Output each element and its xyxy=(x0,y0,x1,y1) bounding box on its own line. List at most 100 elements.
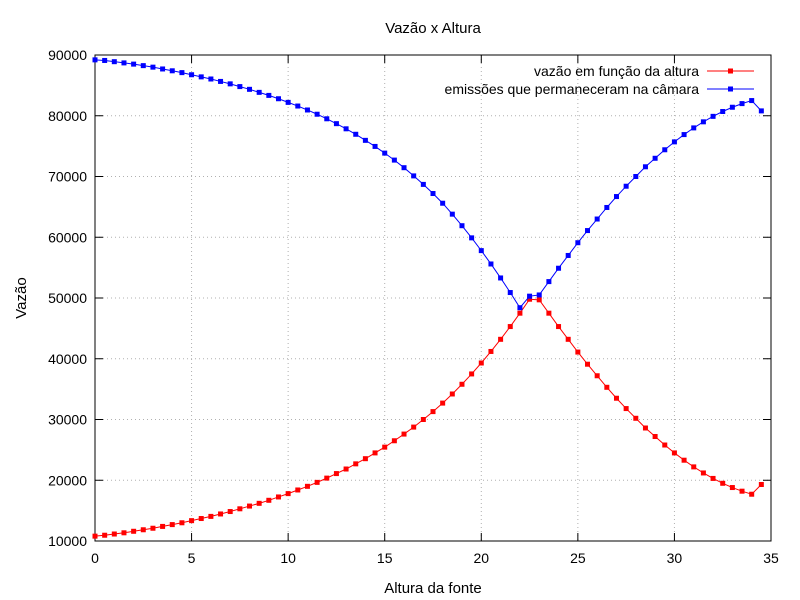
data-point xyxy=(314,479,320,485)
data-point xyxy=(411,424,417,430)
data-point xyxy=(324,116,330,122)
data-point xyxy=(247,86,253,92)
data-point xyxy=(362,137,368,143)
data-point xyxy=(642,164,648,170)
data-point xyxy=(92,533,98,539)
series-2 xyxy=(92,57,764,311)
y-tick-label: 40000 xyxy=(48,351,87,367)
data-point xyxy=(401,165,407,171)
data-point xyxy=(662,147,668,153)
data-point xyxy=(623,406,629,412)
data-point xyxy=(527,293,533,299)
y-tick-label: 70000 xyxy=(48,169,87,185)
x-axis-label: Altura da fonte xyxy=(384,580,482,597)
data-point xyxy=(372,450,378,456)
data-point xyxy=(102,57,108,63)
data-point xyxy=(749,98,755,104)
data-point xyxy=(594,216,600,222)
data-point xyxy=(710,113,716,119)
data-point xyxy=(295,103,301,109)
x-tick-label: 25 xyxy=(570,550,586,566)
x-tick-label: 15 xyxy=(377,550,393,566)
data-point xyxy=(304,107,310,113)
data-point xyxy=(275,96,281,102)
data-point xyxy=(642,425,648,431)
series-line xyxy=(94,59,762,309)
data-point xyxy=(691,464,697,470)
data-point xyxy=(189,72,195,78)
data-point xyxy=(333,121,339,127)
data-point xyxy=(459,381,465,387)
data-point xyxy=(739,101,745,107)
data-point xyxy=(227,509,233,515)
data-point xyxy=(623,183,629,189)
data-point xyxy=(758,482,764,488)
data-point xyxy=(449,211,455,217)
data-point xyxy=(469,371,475,377)
data-point xyxy=(681,457,687,463)
data-point xyxy=(739,488,745,494)
data-point xyxy=(536,297,542,303)
data-point xyxy=(440,400,446,406)
data-point xyxy=(729,485,735,491)
data-point xyxy=(585,228,591,234)
y-tick-label: 90000 xyxy=(48,47,87,63)
data-point xyxy=(198,74,204,80)
data-point xyxy=(478,248,484,254)
x-tick-label: 5 xyxy=(188,550,196,566)
data-point xyxy=(633,415,639,421)
data-point xyxy=(710,475,716,481)
data-point xyxy=(382,150,388,156)
data-point xyxy=(208,513,214,519)
data-point xyxy=(382,444,388,450)
grid xyxy=(95,55,771,541)
data-point xyxy=(469,235,475,241)
data-point xyxy=(758,108,764,114)
y-tick-label: 20000 xyxy=(48,472,87,488)
data-point xyxy=(507,290,513,296)
y-tick-label: 80000 xyxy=(48,108,87,124)
data-point xyxy=(169,68,175,74)
data-point xyxy=(102,532,108,538)
data-point xyxy=(604,204,610,210)
data-point xyxy=(459,223,465,229)
data-point xyxy=(691,125,697,131)
y-tick-label: 30000 xyxy=(48,412,87,428)
data-point xyxy=(652,434,658,440)
y-tick-label: 10000 xyxy=(48,533,87,549)
data-point xyxy=(237,84,243,90)
data-point xyxy=(160,523,166,529)
data-point xyxy=(517,305,523,311)
y-axis-label: Vazão xyxy=(13,277,30,318)
data-point xyxy=(585,361,591,367)
data-point xyxy=(478,360,484,366)
data-point xyxy=(749,491,755,497)
data-point xyxy=(227,81,233,87)
data-point xyxy=(556,265,562,271)
data-point xyxy=(662,442,668,448)
data-point xyxy=(121,60,127,66)
data-point xyxy=(150,525,156,531)
data-point xyxy=(671,139,677,145)
data-point xyxy=(565,336,571,342)
data-point xyxy=(333,471,339,477)
data-point xyxy=(536,292,542,298)
data-point xyxy=(266,92,272,98)
x-tick-label: 10 xyxy=(280,550,296,566)
data-point xyxy=(488,348,494,354)
series-group xyxy=(92,57,764,539)
legend-label: emissões que permaneceram na câmara xyxy=(445,81,700,97)
data-point xyxy=(449,391,455,397)
data-point xyxy=(285,99,291,105)
data-point xyxy=(420,417,426,422)
data-point xyxy=(411,173,417,179)
data-point xyxy=(92,57,98,63)
data-point xyxy=(131,61,137,67)
data-point xyxy=(247,503,253,509)
data-point xyxy=(256,89,262,95)
data-point xyxy=(218,511,224,517)
data-point xyxy=(498,275,504,281)
data-point xyxy=(604,384,610,390)
data-point xyxy=(401,431,407,437)
data-point xyxy=(140,63,146,69)
